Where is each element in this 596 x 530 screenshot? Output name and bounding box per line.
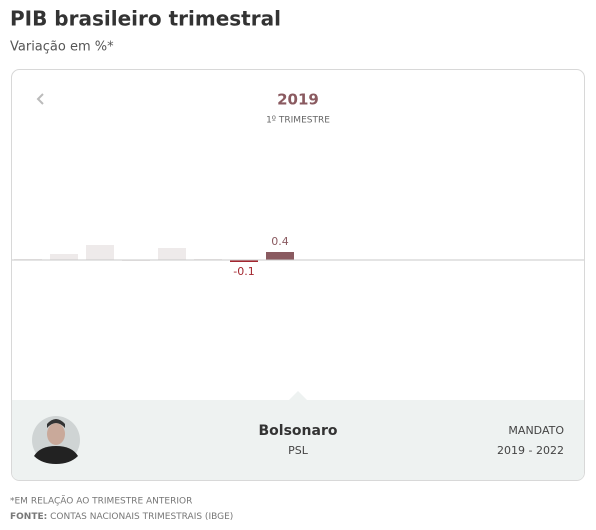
bar <box>158 248 186 260</box>
photo <box>32 416 80 464</box>
bar <box>230 260 258 262</box>
president-name: Bolsonaro <box>259 423 338 439</box>
value-label: -0.1 <box>233 265 254 278</box>
card <box>11 69 585 481</box>
footnote: *EM RELAÇÃO AO TRIMESTRE ANTERIOR <box>10 496 192 507</box>
year: 2019 <box>277 91 319 109</box>
bar <box>86 245 114 260</box>
value-label: 0.4 <box>271 235 289 248</box>
subtitle: Variação em %* <box>10 40 114 55</box>
party: PSL <box>288 444 309 457</box>
source-text: CONTAS NACIONAIS TRIMESTRAIS (IBGE) <box>50 512 233 522</box>
title: PIB brasileiro trimestral <box>10 7 281 31</box>
info-panel <box>12 391 584 480</box>
source: FONTE: CONTAS NACIONAIS TRIMESTRAIS (IBG… <box>10 512 233 522</box>
source-label: FONTE: <box>10 512 47 522</box>
quarter: 1º TRIMESTRE <box>266 116 330 126</box>
bar <box>266 252 294 260</box>
prev-arrow[interactable] <box>36 93 44 105</box>
bar <box>50 254 78 260</box>
term-label: MANDATO <box>508 424 564 437</box>
term: 2019 - 2022 <box>497 444 564 457</box>
